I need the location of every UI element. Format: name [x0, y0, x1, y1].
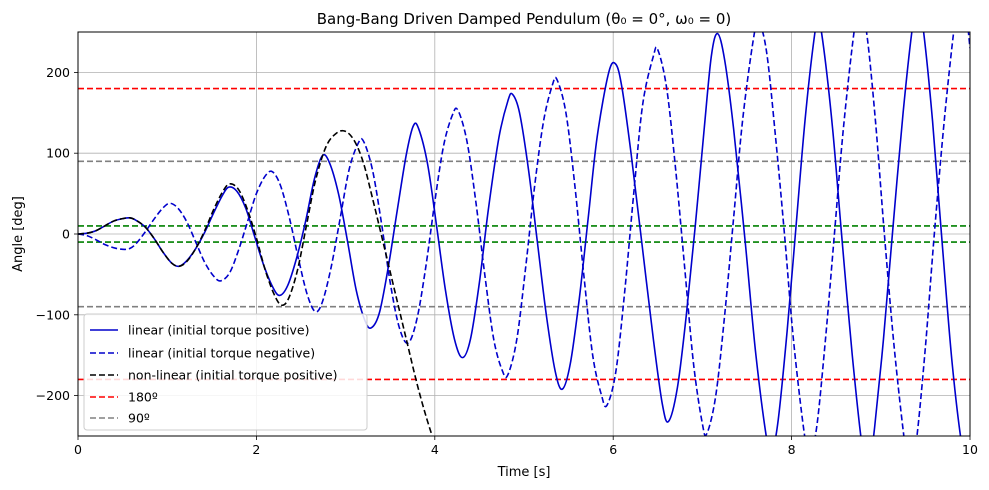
legend: linear (initial torque positive) linear …: [83, 313, 368, 431]
tick-layer: 0 2 4 6 8 10 −200 −100 0 100 200: [36, 65, 978, 457]
x-tick-label: 6: [609, 442, 617, 457]
x-tick-label: 8: [788, 442, 796, 457]
y-axis-label: Angle [deg]: [11, 196, 26, 272]
y-tick-label: −100: [36, 307, 70, 322]
legend-label-linear-negative: linear (initial torque negative): [128, 346, 315, 361]
chart-title: Bang-Bang Driven Damped Pendulum (θ₀ = 0…: [317, 10, 731, 28]
legend-label-180: 180º: [128, 390, 158, 405]
x-tick-label: 4: [431, 442, 439, 457]
x-tick-label: 10: [962, 442, 978, 457]
x-tick-label: 2: [252, 442, 260, 457]
y-tick-label: 200: [46, 65, 70, 80]
series-layer: [78, 32, 970, 436]
series-linear-negative: [78, 32, 970, 436]
y-tick-label: 0: [62, 227, 70, 242]
legend-label-90: 90º: [128, 411, 150, 426]
legend-label-nonlinear: non-linear (initial torque positive): [128, 368, 337, 383]
y-tick-label: −200: [36, 388, 70, 403]
legend-label-linear-positive: linear (initial torque positive): [128, 323, 309, 338]
reference-lines: [78, 87, 970, 381]
y-tick-label: 100: [46, 146, 70, 161]
x-axis-label: Time [s]: [497, 465, 551, 480]
series-linear-positive: [78, 32, 962, 436]
legend-box: [83, 313, 368, 431]
series-nonlinear-positive: [78, 129, 434, 436]
x-tick-label: 0: [74, 442, 82, 457]
